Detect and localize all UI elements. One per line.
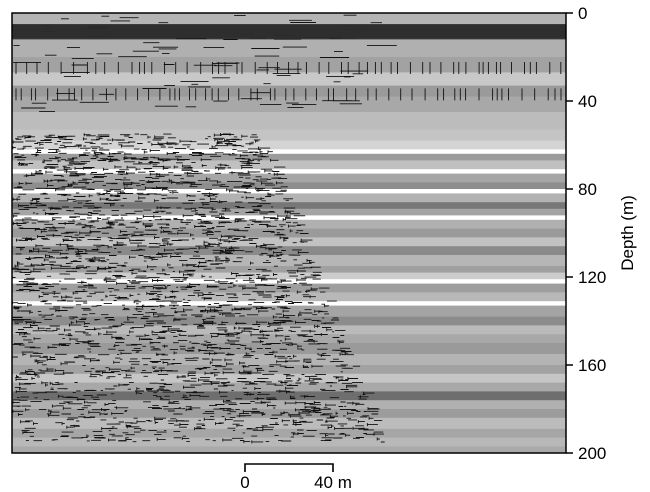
layer-band (12, 283, 566, 293)
layer-band (12, 149, 566, 155)
layer-band (12, 85, 566, 98)
scale-bar-end-label: 40 m (314, 473, 352, 492)
layer-band (12, 417, 566, 430)
layer-band (12, 354, 566, 366)
layer-band (12, 228, 566, 238)
layer-band (12, 160, 566, 170)
layer-band (12, 193, 566, 203)
layer-band (12, 202, 566, 210)
scale-bar: 0 40 m (240, 463, 352, 492)
layer-band (12, 365, 566, 375)
layer-band (12, 266, 566, 274)
depth-tick-label: 200 (578, 444, 606, 463)
layer-band (12, 72, 566, 87)
layer-band (12, 173, 566, 183)
depth-tick-label: 120 (578, 268, 606, 287)
scale-bar-line (244, 463, 334, 472)
layer-band (12, 428, 566, 439)
layer-band (12, 343, 566, 355)
section-plot (11, 12, 567, 454)
layer-band (12, 400, 566, 410)
layer-band (12, 96, 566, 113)
strong-reflector (12, 25, 566, 39)
reflector-strokes (12, 14, 562, 444)
layer-band (12, 215, 566, 221)
layer-band (12, 446, 566, 453)
layer-band (12, 325, 566, 335)
layer-band (12, 140, 566, 150)
plot-frame (11, 12, 567, 454)
depth-tick-label: 40 (578, 92, 597, 111)
depth-tick-label: 0 (578, 4, 587, 23)
depth-axis: 0 40 80 120 160 200 (566, 4, 606, 463)
layer-band (12, 279, 566, 285)
layer-band (12, 255, 566, 267)
layer-band (12, 153, 566, 161)
layer-band (12, 219, 566, 230)
layer-band (12, 272, 566, 280)
stratigraphic-layers (12, 13, 566, 453)
reflector-texture (12, 14, 566, 444)
layer-band (12, 13, 566, 25)
layer-band (12, 391, 566, 401)
layer-band (12, 112, 566, 131)
layer-band (12, 189, 566, 194)
layer-band (12, 382, 566, 392)
layer-band (12, 182, 566, 190)
depth-tick-label: 160 (578, 356, 606, 375)
layer-band (12, 129, 566, 142)
layer-band (12, 292, 566, 302)
layer-band (12, 237, 566, 247)
depth-tick-label: 80 (578, 180, 597, 199)
layer-band (12, 246, 566, 256)
layer-band (12, 39, 566, 58)
scale-bar-start-label: 0 (240, 473, 249, 492)
depth-axis-title: Depth (m) (618, 195, 637, 271)
layer-band (12, 437, 566, 447)
layer-band (12, 169, 566, 175)
